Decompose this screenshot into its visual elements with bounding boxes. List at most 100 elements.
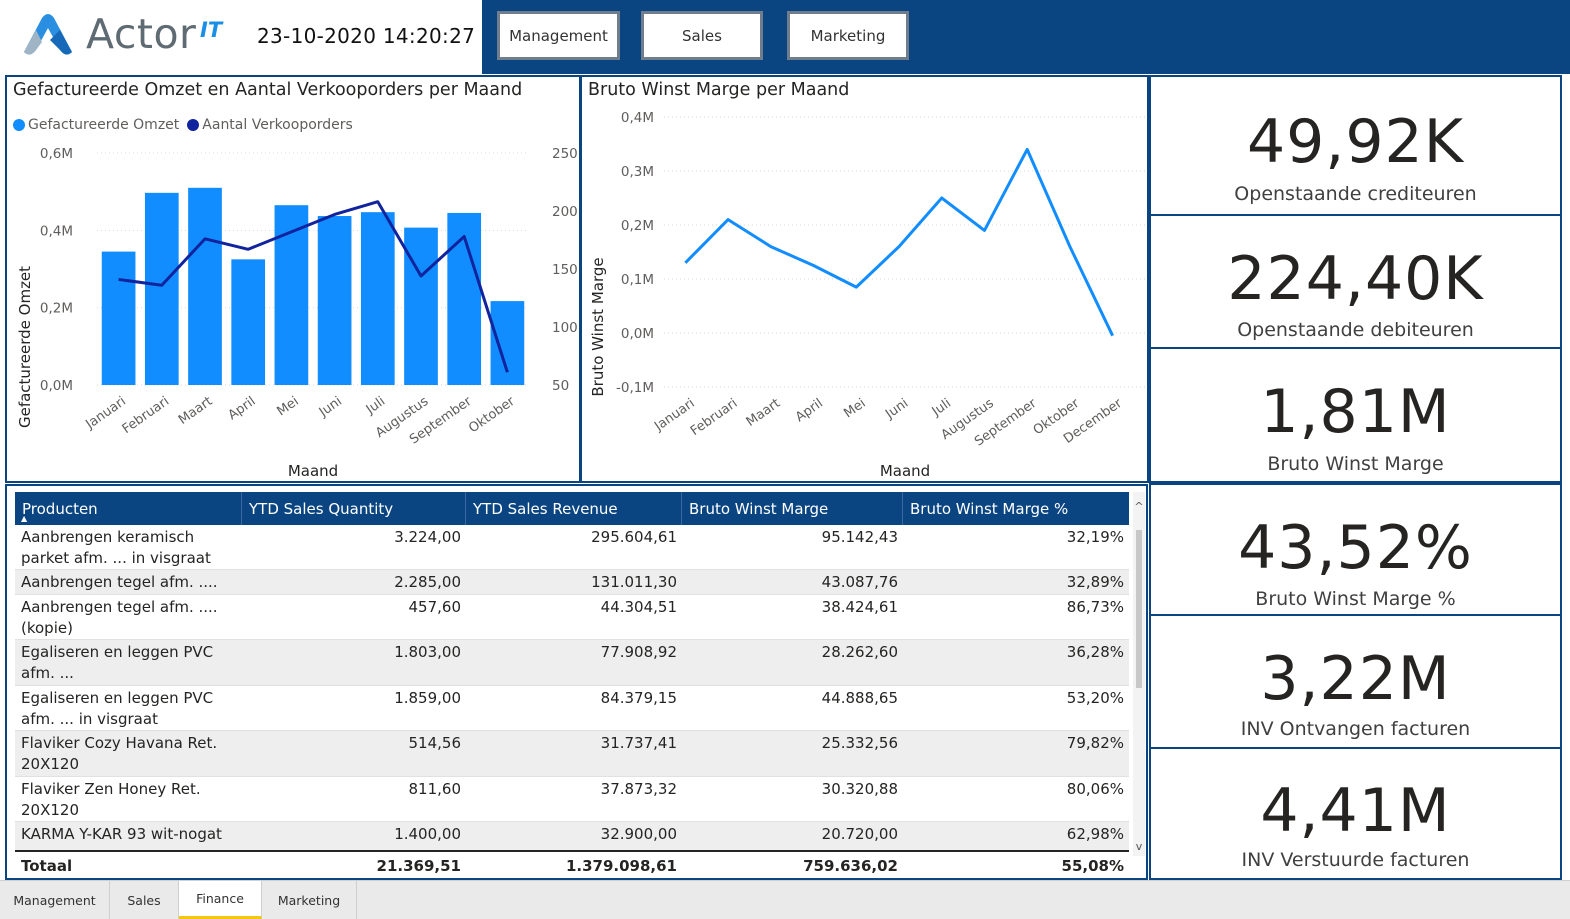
y-left-tick-label: 0,6M [40,146,73,162]
kpi-value: 224,40K [1227,244,1484,314]
kpi-card-ontvangen-facturen: 3,22M INV Ontvangen facturen [1149,616,1562,749]
cell-total-label: Totaal [21,857,73,875]
cell-product: Aanbrengen keramisch parket afm. ... in … [21,528,211,567]
legend-label-omzet: Gefactureerde Omzet [28,117,180,133]
legend-dot-icon [13,119,25,131]
column-header-ytd-sales-quantity[interactable]: YTD Sales Quantity [242,492,466,525]
table-row[interactable]: Egaliseren en leggen PVC afm. ... 1.803,… [15,640,1129,686]
logo-text: Actor [86,10,197,58]
y-right-tick-label: 100 [552,320,578,336]
y-tick-label: 0,1M [621,272,654,288]
product-table-panel: Producten ▲ YTD Sales Quantity YTD Sales… [5,484,1148,880]
omzet-bar[interactable] [447,212,482,385]
legend-item-omzet[interactable]: Gefactureerde Omzet [13,117,179,133]
kpi-card-crediteuren: 49,92K Openstaande crediteuren [1149,75,1562,216]
omzet-bar[interactable] [231,259,266,385]
cell-product: Flaviker Cozy Havana Ret. 20X120 [21,734,218,773]
nav-button-sales[interactable]: Sales [641,11,763,60]
omzet-bar[interactable] [101,251,136,385]
cell-revenue: 77.908,92 [600,643,677,661]
omzet-bar[interactable] [188,187,222,385]
cell-margin-pct: 32,89% [1066,573,1124,591]
cell-margin: 95.142,43 [821,528,898,546]
table-scrollbar[interactable]: ^ v [1133,492,1145,856]
table-row[interactable]: Aanbrengen tegel afm. .... (kopie) 457,6… [15,595,1129,640]
column-header-bruto-winst-marge[interactable]: Bruto Winst Marge [682,492,903,525]
x-tick-label: April [226,394,259,423]
margin-chart-plot[interactable]: Bruto Winst Marge Maand -0,1M 0,0M 0,1M 0,2… [582,77,1147,481]
kpi-value: 43,52% [1238,513,1473,583]
table-row[interactable]: Flaviker Zen Honey Ret. 20X120 811,60 37… [15,777,1129,822]
y-right-tick-label: 50 [552,378,569,394]
y-tick-label: 0,2M [621,218,654,234]
tab-management[interactable]: Management [0,881,110,919]
tab-finance[interactable]: Finance [179,881,262,919]
column-header-ytd-sales-revenue[interactable]: YTD Sales Revenue [466,492,682,525]
omzet-bar[interactable] [144,192,179,385]
nav-button-marketing[interactable]: Marketing [787,11,909,60]
margin-line[interactable] [684,147,1114,337]
kpi-value: 3,22M [1260,644,1451,714]
kpi-card-debiteuren: 224,40K Openstaande debiteuren [1149,216,1562,349]
legend-item-orders[interactable]: Aantal Verkooporders [187,117,353,133]
legend-label-orders: Aantal Verkooporders [202,117,353,133]
cell-margin-pct: 36,28% [1066,643,1124,661]
cell-margin: 25.332,56 [821,734,898,752]
scroll-down-icon[interactable]: v [1135,840,1143,853]
margin-y-axis-label: Bruto Winst Marge [589,257,607,396]
cell-qty: 1.803,00 [394,643,461,661]
table-row[interactable]: Flaviker Cozy Havana Ret. 20X120 514,56 … [15,731,1129,777]
scroll-thumb[interactable] [1136,530,1142,688]
omzet-bar[interactable] [490,301,525,385]
tab-sales[interactable]: Sales [110,881,179,919]
cell-product: Flaviker Zen Honey Ret. 20X120 [21,780,201,819]
orders-line[interactable] [118,200,509,373]
table-row[interactable]: Aanbrengen keramisch parket afm. ... in … [15,525,1129,570]
cell-qty: 3.224,00 [394,528,461,546]
kpi-value: 1,81M [1260,377,1451,447]
table-row[interactable]: Egaliseren en leggen PVC afm. ... in vis… [15,686,1129,731]
cell-total-revenue: 1.379.098,61 [565,857,677,875]
x-tick-label: Juli [929,396,954,420]
x-tick-label: Juni [316,394,345,421]
cell-margin: 28.262,60 [821,643,898,661]
y-tick-label: 0,3M [621,164,654,180]
table-body[interactable]: Aanbrengen keramisch parket afm. ... in … [15,525,1129,850]
margin-chart-title: Bruto Winst Marge per Maand [588,80,850,100]
cell-product: Egaliseren en leggen PVC afm. ... in vis… [21,689,214,728]
combo-chart-plot[interactable]: Gefactureerde Omzet Maand 0,0M 0,2M 0,4M 0,… [7,77,579,481]
cell-margin-pct: 53,20% [1066,689,1124,707]
margin-x-axis-label: Maand [880,462,930,480]
omzet-bar[interactable] [404,227,438,385]
sort-ascending-icon: ▲ [21,514,28,523]
cell-qty: 811,60 [408,780,462,798]
omzet-bar[interactable] [317,216,352,385]
logo-area: Actor IT 23-10-2020 14:20:27 [0,0,482,74]
cell-qty: 514,56 [408,734,462,752]
omzet-bar[interactable] [360,212,395,385]
y-right-tick-label: 150 [552,262,578,278]
x-tick-label: April [793,396,826,425]
combo-chart-title: Gefactureerde Omzet en Aantal Verkoopord… [13,80,523,100]
cell-revenue: 44.304,51 [600,598,677,616]
x-tick-label: Juni [882,396,911,423]
column-header-bruto-winst-marge-pct[interactable]: Bruto Winst Marge % [910,499,1069,518]
kpi-value: 4,41M [1260,776,1451,846]
cell-revenue: 295.604,61 [591,528,677,546]
cell-qty: 457,60 [408,598,462,616]
table-row[interactable]: KARMA Y-KAR 93 wit-nogat 1.400,00 32.900… [15,822,1129,850]
column-header-producten[interactable]: Producten ▲ [15,492,242,525]
y-left-tick-label: 0,0M [40,378,73,394]
kpi-card-verstuurde-facturen: 4,41M INV Verstuurde facturen [1149,749,1562,880]
y-tick-label: -0,1M [616,380,654,396]
cell-qty: 1.859,00 [394,689,461,707]
kpi-label: INV Verstuurde facturen [1241,849,1470,871]
scroll-up-icon[interactable]: ^ [1134,500,1144,513]
tab-marketing[interactable]: Marketing [262,881,357,919]
x-tick-label: Oktober [466,394,518,437]
table-row[interactable]: Aanbrengen tegel afm. .... 2.285,00 131.… [15,570,1129,595]
nav-button-management[interactable]: Management [497,11,620,60]
cell-total-margin: 759.636,02 [803,857,898,875]
cell-revenue: 37.873,32 [600,780,677,798]
